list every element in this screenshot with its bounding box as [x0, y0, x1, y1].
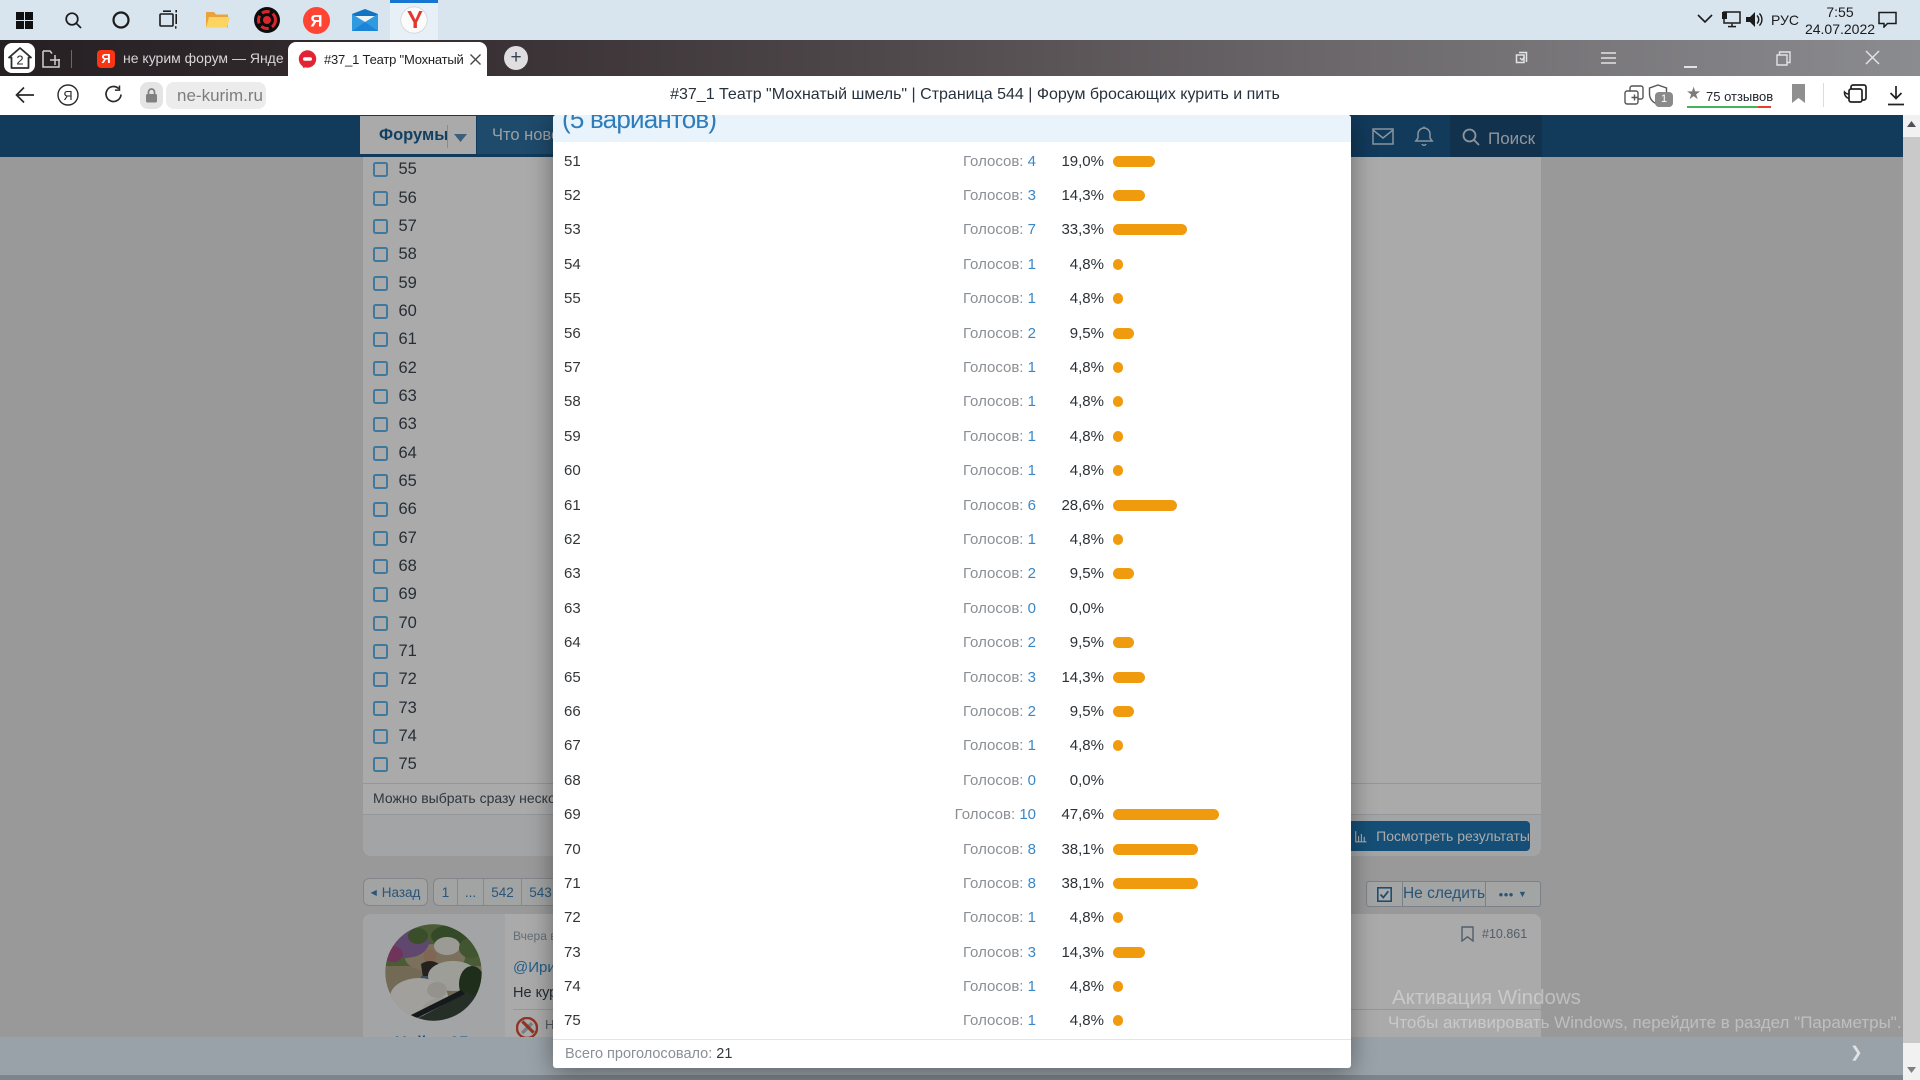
svg-text:2: 2	[16, 53, 23, 68]
svg-text:Я: Я	[63, 88, 72, 103]
svg-text:Я: Я	[310, 11, 322, 30]
